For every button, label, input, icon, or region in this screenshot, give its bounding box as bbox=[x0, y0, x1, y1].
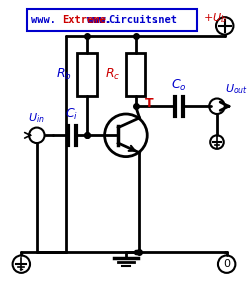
Text: 0: 0 bbox=[222, 259, 229, 269]
Text: T: T bbox=[145, 97, 153, 110]
Text: $U_{in}$: $U_{in}$ bbox=[28, 111, 45, 125]
Text: $R_c$: $R_c$ bbox=[104, 67, 120, 82]
Text: Circuits: Circuits bbox=[108, 15, 158, 25]
Circle shape bbox=[104, 114, 147, 157]
Text: www.: www. bbox=[87, 15, 110, 25]
Bar bbox=[126, 53, 145, 96]
Text: $U_{out}$: $U_{out}$ bbox=[224, 82, 247, 96]
Text: Extreme: Extreme bbox=[62, 15, 105, 25]
Circle shape bbox=[12, 255, 30, 273]
Circle shape bbox=[217, 255, 234, 273]
Text: www.: www. bbox=[88, 15, 112, 25]
Text: $R_b$: $R_b$ bbox=[56, 67, 72, 82]
Text: $C_o$: $C_o$ bbox=[171, 78, 186, 93]
FancyBboxPatch shape bbox=[27, 9, 196, 31]
Text: $+U_b$: $+U_b$ bbox=[202, 11, 226, 25]
Circle shape bbox=[29, 128, 44, 143]
Circle shape bbox=[209, 135, 223, 149]
Circle shape bbox=[208, 99, 224, 114]
Bar bbox=[77, 53, 96, 96]
Circle shape bbox=[215, 17, 232, 35]
Text: $C_i$: $C_i$ bbox=[65, 107, 78, 122]
Text: .net: .net bbox=[152, 15, 177, 25]
Text: www.: www. bbox=[31, 15, 56, 25]
